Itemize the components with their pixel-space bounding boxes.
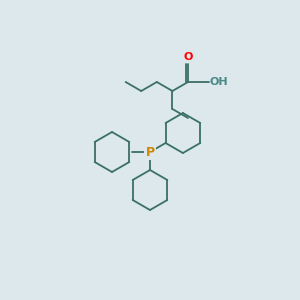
Text: OH: OH — [210, 77, 229, 87]
Text: O: O — [183, 52, 193, 62]
Text: P: P — [146, 146, 154, 158]
